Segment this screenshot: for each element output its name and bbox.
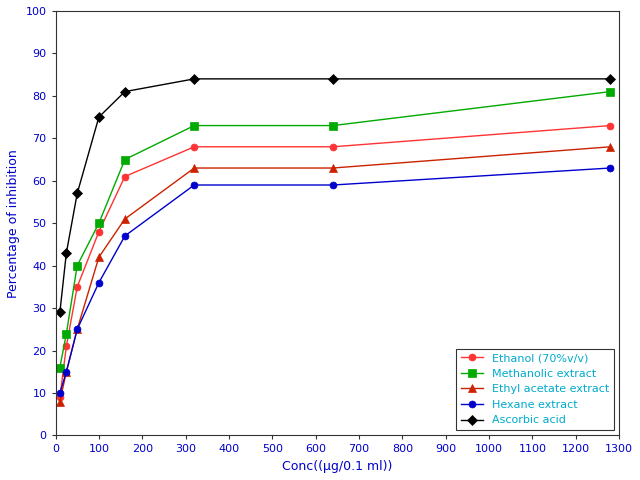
Ethanol (70%v/v) — [95, 229, 102, 235]
Ethyl acetate extract — [607, 144, 614, 150]
Line: Methanolic extract: Methanolic extract — [56, 87, 614, 372]
Ethanol (70%v/v) — [607, 123, 614, 129]
Ethanol (70%v/v) — [63, 344, 70, 349]
Ethanol (70%v/v) — [74, 284, 81, 290]
Ascorbic acid — [121, 89, 129, 95]
Ethyl acetate extract — [74, 326, 81, 332]
Ethanol (70%v/v) — [191, 144, 198, 150]
Methanolic extract — [56, 365, 64, 371]
Ethyl acetate extract — [191, 165, 198, 171]
Ascorbic acid — [74, 191, 81, 196]
Hexane extract — [191, 182, 198, 188]
Ethanol (70%v/v) — [56, 395, 64, 400]
Methanolic extract — [191, 123, 198, 129]
Methanolic extract — [607, 89, 614, 95]
Hexane extract — [95, 280, 102, 286]
Methanolic extract — [329, 123, 337, 129]
Hexane extract — [607, 165, 614, 171]
Hexane extract — [121, 233, 129, 239]
Hexane extract — [63, 369, 70, 375]
Ascorbic acid — [607, 76, 614, 82]
Line: Ethanol (70%v/v): Ethanol (70%v/v) — [56, 122, 614, 401]
X-axis label: Conc((μg/0.1 ml)): Conc((μg/0.1 ml)) — [282, 460, 392, 473]
Ascorbic acid — [95, 114, 102, 120]
Line: Hexane extract: Hexane extract — [56, 165, 614, 396]
Ethyl acetate extract — [56, 398, 64, 404]
Methanolic extract — [121, 156, 129, 162]
Ascorbic acid — [56, 310, 64, 315]
Legend: Ethanol (70%v/v), Methanolic extract, Ethyl acetate extract, Hexane extract, Asc: Ethanol (70%v/v), Methanolic extract, Et… — [456, 349, 614, 430]
Ethyl acetate extract — [95, 254, 102, 260]
Ascorbic acid — [191, 76, 198, 82]
Hexane extract — [74, 326, 81, 332]
Hexane extract — [56, 390, 64, 396]
Ethyl acetate extract — [329, 165, 337, 171]
Ascorbic acid — [63, 250, 70, 256]
Line: Ascorbic acid: Ascorbic acid — [56, 75, 614, 316]
Methanolic extract — [74, 263, 81, 268]
Ethyl acetate extract — [63, 369, 70, 375]
Hexane extract — [329, 182, 337, 188]
Line: Ethyl acetate extract: Ethyl acetate extract — [56, 143, 614, 406]
Ethyl acetate extract — [121, 216, 129, 222]
Methanolic extract — [95, 220, 102, 226]
Ascorbic acid — [329, 76, 337, 82]
Y-axis label: Percentage of inhibition: Percentage of inhibition — [7, 149, 20, 298]
Methanolic extract — [63, 331, 70, 336]
Ethanol (70%v/v) — [121, 174, 129, 180]
Ethanol (70%v/v) — [329, 144, 337, 150]
